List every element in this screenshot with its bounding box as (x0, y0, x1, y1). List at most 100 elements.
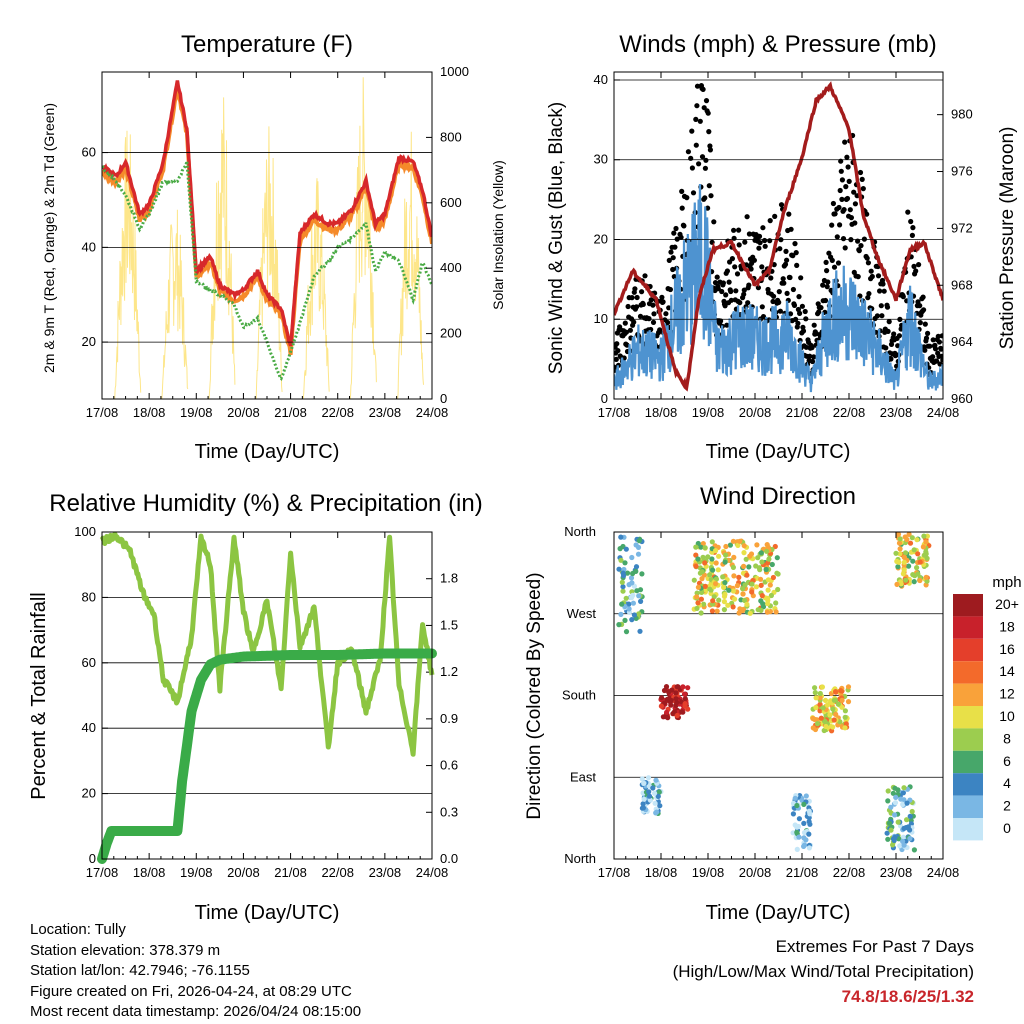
direction-point (822, 719, 828, 725)
direction-point (765, 587, 771, 593)
gust-point (736, 227, 742, 233)
direction-point (758, 550, 764, 556)
9m-temperature-line (102, 88, 432, 356)
gust-point (719, 288, 725, 295)
gust-point (778, 202, 785, 208)
direction-point (695, 584, 702, 590)
direction-point (747, 610, 753, 616)
humidity-xtick-label: 17/08 (86, 865, 119, 880)
gust-point (718, 318, 724, 324)
gust-point (671, 230, 677, 236)
gust-point (837, 187, 843, 194)
direction-point (842, 714, 848, 720)
direction-point (653, 777, 659, 783)
direction-point (915, 551, 921, 557)
winds-ylabel-right: Station Pressure (Maroon) (997, 127, 1018, 350)
direction-point (713, 581, 719, 587)
gust-point (891, 331, 897, 337)
legend-label: 2 (1003, 798, 1011, 814)
direction-point (735, 542, 741, 549)
direction-point (736, 574, 742, 581)
direction-point (701, 601, 707, 607)
direction-point (892, 785, 898, 791)
relative-humidity-line (99, 532, 435, 757)
gust-point (685, 149, 692, 155)
direction-point (911, 547, 917, 553)
winds-xtick-label: 21/08 (786, 405, 819, 420)
gust-point (825, 279, 831, 285)
gust-point (859, 176, 865, 182)
direction-point (721, 599, 728, 605)
humidity-ytick-label-right: 0.9 (440, 711, 458, 726)
gust-point (631, 319, 637, 325)
direction-point (666, 689, 672, 695)
direction-point (682, 696, 688, 702)
gust-point (864, 255, 870, 261)
gust-point (799, 303, 806, 309)
direction-point (663, 684, 670, 690)
direction-point (839, 697, 845, 704)
gust-point (712, 280, 719, 286)
direction-point (741, 543, 747, 549)
humidity-xtick-label: 18/08 (133, 865, 166, 880)
direction-point (732, 596, 738, 602)
direction-point (702, 583, 708, 590)
gust-point (755, 285, 762, 291)
direction-point (914, 537, 920, 543)
gust-point (795, 306, 802, 313)
gust-point (824, 268, 830, 274)
gust-point (832, 211, 838, 217)
direction-panel: Wind Direction Time (Day/UTC) Direction … (524, 483, 1022, 924)
gust-point (900, 294, 906, 300)
gust-point (693, 142, 699, 148)
gust-point (736, 242, 742, 248)
direction-point (698, 596, 705, 602)
legend-swatch (953, 683, 983, 706)
direction-point (626, 606, 632, 612)
gust-point (678, 234, 684, 240)
direction-point (636, 611, 642, 617)
gust-point (660, 299, 666, 305)
direction-point (920, 544, 927, 550)
gust-point (714, 274, 720, 280)
created-text: Figure created on Fri, 2026-04-24, at 08… (30, 982, 352, 1000)
gust-point (700, 86, 706, 92)
temperature-xtick-label: 23/08 (369, 405, 402, 420)
gust-point (851, 189, 857, 195)
direction-point (806, 845, 813, 851)
direction-point (758, 582, 764, 589)
gust-point (811, 354, 817, 360)
gust-point (932, 346, 939, 352)
direction-point (830, 724, 836, 730)
direction-point (699, 576, 705, 582)
direction-point (807, 821, 813, 827)
gust-point (790, 286, 797, 293)
gust-point (723, 292, 729, 298)
direction-point (901, 559, 907, 565)
direction-point (709, 608, 716, 614)
direction-point (650, 785, 656, 791)
direction-point (772, 543, 778, 550)
gust-point (848, 215, 855, 221)
direction-point (900, 801, 906, 808)
direction-point (720, 574, 726, 580)
gust-point (917, 320, 923, 326)
temperature-ytick-label-right: 400 (440, 260, 462, 275)
direction-point (639, 776, 645, 782)
gust-point (803, 316, 809, 322)
temperature-ytick-label-right: 200 (440, 326, 462, 341)
gust-point (767, 218, 773, 224)
direction-point (810, 725, 816, 731)
humidity-ytick-label-right: 0.3 (440, 804, 458, 819)
gust-point (689, 165, 696, 171)
gust-point (839, 177, 846, 183)
direction-point (892, 800, 899, 806)
gust-point (722, 303, 728, 309)
direction-point (775, 571, 781, 577)
solar-insolation-line (161, 209, 189, 399)
direction-point (801, 835, 807, 841)
gust-point (781, 280, 787, 286)
direction-point (768, 592, 775, 599)
gust-point (786, 211, 792, 217)
gust-point (908, 218, 914, 225)
